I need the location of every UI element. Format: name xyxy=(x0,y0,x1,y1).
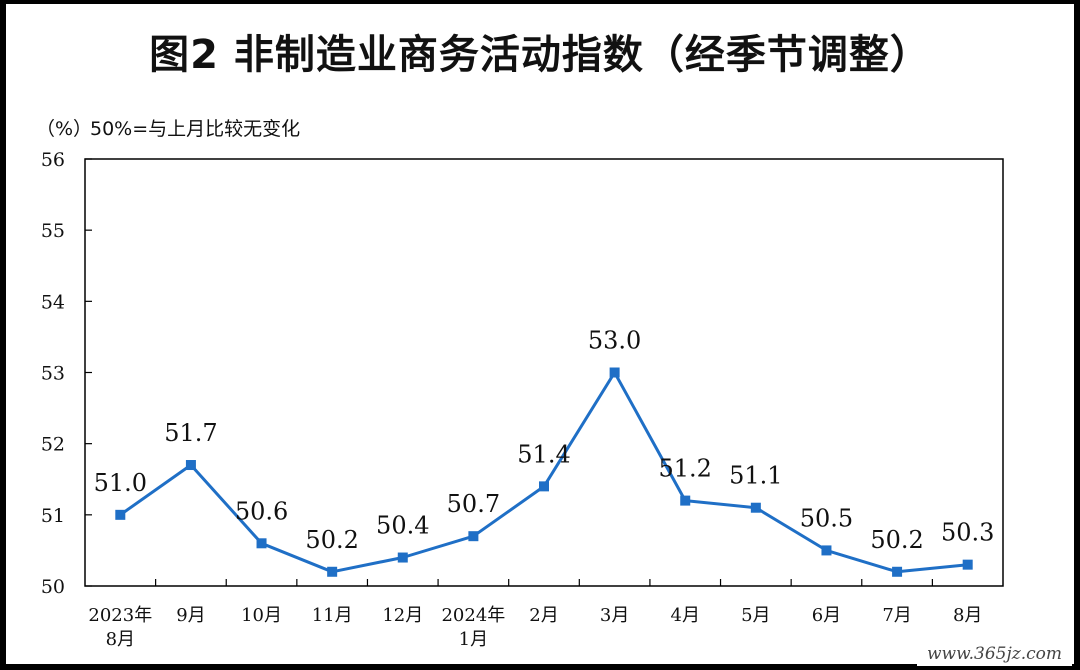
y-tick-label: 55 xyxy=(41,220,65,242)
data-point xyxy=(892,566,903,577)
data-label: 51.0 xyxy=(94,469,147,497)
chart-canvas xyxy=(6,4,1074,664)
data-point xyxy=(115,509,126,520)
data-label: 51.4 xyxy=(517,440,570,468)
data-label: 51.7 xyxy=(164,419,217,447)
x-tick-label: 8月 xyxy=(106,629,135,650)
y-tick-label: 56 xyxy=(41,149,65,171)
x-tick-label: 5月 xyxy=(741,605,770,626)
data-point xyxy=(821,545,832,556)
y-tick-label: 51 xyxy=(41,505,65,527)
plot-frame xyxy=(84,158,1004,587)
data-label: 50.2 xyxy=(870,526,923,554)
y-tick-label: 50 xyxy=(41,576,65,598)
data-label: 51.1 xyxy=(729,462,782,490)
y-tick-label: 52 xyxy=(41,434,65,456)
y-tick-label: 53 xyxy=(41,363,65,385)
data-point xyxy=(962,559,973,570)
x-tick-label: 8月 xyxy=(953,605,982,626)
data-point xyxy=(680,495,691,506)
x-tick-label: 1月 xyxy=(459,629,488,650)
x-tick-label: 9月 xyxy=(176,605,205,626)
data-label: 50.6 xyxy=(235,497,288,525)
chart-title: 图2 非制造业商务活动指数（经季节调整） xyxy=(149,32,931,78)
x-tick-label: 3月 xyxy=(600,605,629,626)
x-tick-label: 12月 xyxy=(382,605,423,626)
x-tick-label: 2023年 xyxy=(88,605,152,626)
data-label: 50.7 xyxy=(447,490,500,518)
data-label: 51.2 xyxy=(659,455,712,483)
data-point xyxy=(539,481,549,492)
y-axis-unit: （%） xyxy=(36,118,93,140)
series-line xyxy=(119,371,968,574)
x-tick-label: 2024年 xyxy=(441,605,505,626)
x-tick-label: 6月 xyxy=(812,605,841,626)
data-label: 50.2 xyxy=(305,526,358,554)
x-tick-label: 4月 xyxy=(671,605,700,626)
reference-note: 50%=与上月比较无变化 xyxy=(90,118,301,140)
data-point xyxy=(185,460,196,471)
watermark: www.365jz.com xyxy=(917,642,1072,666)
data-label: 53.0 xyxy=(588,327,641,355)
data-label: 50.5 xyxy=(800,504,853,532)
x-tick-label: 7月 xyxy=(882,605,911,626)
x-tick-label: 10月 xyxy=(241,605,282,626)
data-point xyxy=(750,502,761,513)
data-point xyxy=(609,367,620,378)
data-label: 50.3 xyxy=(941,519,994,547)
data-label: 50.4 xyxy=(376,512,429,540)
x-tick-label: 2月 xyxy=(529,605,558,626)
data-point xyxy=(327,566,338,577)
data-point xyxy=(256,538,267,549)
data-point xyxy=(397,552,408,563)
data-point xyxy=(468,531,479,542)
y-tick-label: 54 xyxy=(41,291,65,313)
x-tick-label: 11月 xyxy=(312,605,353,626)
